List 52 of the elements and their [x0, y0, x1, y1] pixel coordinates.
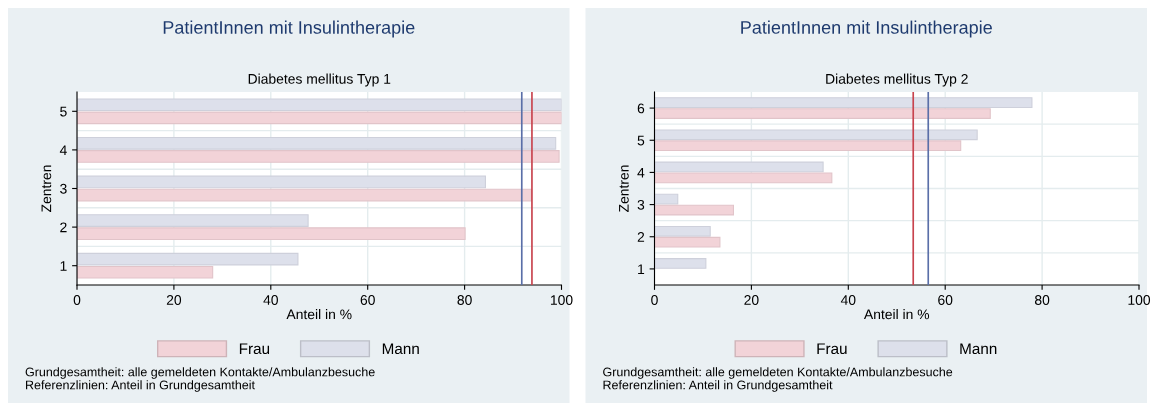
bar — [654, 172, 833, 184]
y-tick-label: 4 — [59, 145, 67, 155]
x-tick-label: 80 — [457, 295, 472, 305]
bar — [77, 227, 466, 241]
y-tick-label: 5 — [60, 106, 67, 117]
bar — [654, 193, 679, 205]
y-tick-label: 3 — [637, 199, 645, 210]
y-tick-label: 1 — [638, 264, 645, 274]
bar — [654, 258, 707, 269]
chart-subtitle: Diabetes mellitus Typ 2 — [826, 73, 968, 87]
y-tick-label: 3 — [60, 183, 67, 194]
bar — [77, 150, 560, 163]
x-tick-label: 100 — [550, 295, 573, 305]
bar — [654, 204, 735, 216]
y-tick-label: 2 — [60, 222, 67, 233]
y-tick-label: 2 — [637, 232, 645, 242]
x-tick-label: 80 — [1034, 295, 1050, 305]
x-tick-label: 100 — [1128, 295, 1151, 305]
x-tick-label: 40 — [263, 295, 278, 305]
text: Grundgesamtheit: alle gemeldeten Kontakte/Ambulanzbesuche — [25, 367, 375, 379]
x-tick-label: 40 — [840, 295, 856, 305]
x-tick-label: 0 — [73, 295, 81, 305]
legend-label: Mann — [382, 343, 419, 355]
legend-label: Frau — [239, 343, 270, 355]
bar — [654, 225, 711, 237]
x-tick-label: 0 — [651, 295, 658, 305]
bar — [77, 265, 214, 279]
legend-label: Mann — [960, 343, 997, 355]
bar — [654, 140, 962, 152]
y-tick-label: 4 — [637, 167, 645, 178]
text: Referenzlinien: Anteil in Grundgesamtheit — [26, 380, 255, 392]
text: Referenzlinien: Anteil in Grundgesamtheit — [603, 380, 833, 392]
x-tick-label: 20 — [166, 295, 182, 305]
x-tick-label: 60 — [938, 295, 953, 305]
bar — [654, 108, 991, 119]
y-tick-label: 1 — [60, 261, 67, 271]
y-axis-title: Zentren — [41, 165, 52, 212]
chart-title: PatientInnen mit Insulintherapie — [163, 20, 415, 38]
x-axis-title: Anteil in % — [286, 309, 352, 320]
x-axis-title: Anteil in % — [863, 309, 930, 320]
x-tick-label: 60 — [360, 295, 375, 305]
text: Grundgesamtheit: alle gemeldeten Kontakte/Ambulanzbesuche — [603, 367, 953, 379]
chart-subtitle: Diabetes mellitus Typ 1 — [248, 73, 391, 87]
legend-label: Frau — [817, 343, 847, 355]
y-tick-label: 5 — [637, 135, 645, 146]
bar — [77, 111, 562, 125]
y-axis-title: Zentren — [619, 165, 629, 212]
y-tick-label: 6 — [637, 103, 645, 114]
bar — [654, 236, 721, 248]
chart-title: PatientInnen mit Insulintherapie — [741, 20, 992, 38]
bar — [77, 188, 533, 202]
x-tick-label: 20 — [744, 295, 759, 305]
